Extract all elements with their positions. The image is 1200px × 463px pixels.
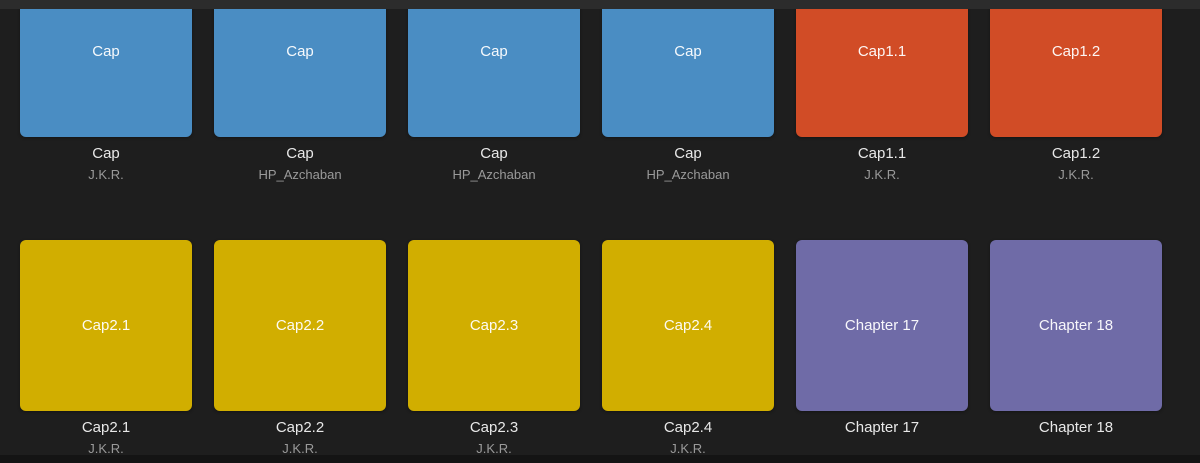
- cover-title: Cap2.3: [469, 316, 519, 334]
- media-card-cover[interactable]: Cap: [214, 0, 386, 137]
- media-card-caption[interactable]: Chapter 18: [1038, 419, 1114, 436]
- media-card: Cap Cap HP_Azchaban: [408, 0, 580, 183]
- media-card-subtitle[interactable]: J.K.R.: [670, 441, 706, 456]
- media-card: Cap2.1 Cap2.1 J.K.R.: [20, 240, 192, 457]
- media-card: Cap1.2 Cap1.2 J.K.R.: [990, 0, 1162, 183]
- media-card-cover[interactable]: Chapter 18: [990, 240, 1162, 411]
- media-card: Chapter 17 Chapter 17: [796, 240, 968, 457]
- media-card-caption[interactable]: Cap2.3: [469, 419, 519, 436]
- media-card-cover[interactable]: Cap2.2: [214, 240, 386, 411]
- media-card-subtitle[interactable]: J.K.R.: [88, 441, 124, 456]
- media-card-subtitle[interactable]: J.K.R.: [282, 441, 318, 456]
- media-card-cover[interactable]: Chapter 17: [796, 240, 968, 411]
- media-card: Cap2.2 Cap2.2 J.K.R.: [214, 240, 386, 457]
- top-bar: [0, 0, 1200, 9]
- media-card-subtitle[interactable]: HP_Azchaban: [258, 167, 342, 182]
- media-card-subtitle[interactable]: HP_Azchaban: [452, 167, 536, 182]
- media-card-caption[interactable]: Cap2.1: [81, 419, 131, 436]
- media-card-subtitle[interactable]: J.K.R.: [1058, 167, 1094, 182]
- media-card-subtitle[interactable]: HP_Azchaban: [646, 167, 730, 182]
- media-card: Cap1.1 Cap1.1 J.K.R.: [796, 0, 968, 183]
- media-card-caption[interactable]: Cap1.2: [1051, 145, 1101, 162]
- cover-title: Cap2.2: [275, 316, 325, 334]
- media-card-caption[interactable]: Cap: [480, 145, 508, 162]
- cover-title: Cap1.2: [1051, 42, 1101, 60]
- media-card: Cap Cap HP_Azchaban: [602, 0, 774, 183]
- media-card-subtitle[interactable]: J.K.R.: [476, 441, 512, 456]
- media-card-caption[interactable]: Cap2.2: [275, 419, 325, 436]
- media-card-cover[interactable]: Cap: [602, 0, 774, 137]
- media-card-subtitle[interactable]: J.K.R.: [864, 167, 900, 182]
- cover-title: Cap1.1: [857, 42, 907, 60]
- media-card-cover[interactable]: Cap: [20, 0, 192, 137]
- bottom-bar: [0, 455, 1200, 463]
- cover-title: Cap2.4: [663, 316, 713, 334]
- media-card-cover[interactable]: Cap1.1: [796, 0, 968, 137]
- media-card-subtitle[interactable]: J.K.R.: [88, 167, 124, 182]
- media-card: Chapter 18 Chapter 18: [990, 240, 1162, 457]
- cover-title: Cap: [674, 42, 702, 60]
- cover-title: Cap2.1: [81, 316, 131, 334]
- media-card-caption[interactable]: Cap1.1: [857, 145, 907, 162]
- cover-title: Cap: [286, 42, 314, 60]
- media-card: Cap Cap J.K.R.: [20, 0, 192, 183]
- media-card-cover[interactable]: Cap: [408, 0, 580, 137]
- media-card: Cap2.4 Cap2.4 J.K.R.: [602, 240, 774, 457]
- media-card: Cap Cap HP_Azchaban: [214, 0, 386, 183]
- card-row: Cap Cap J.K.R. Cap Cap HP_Azchaban Cap Cap HP_Az…: [20, 0, 1162, 183]
- media-card-caption[interactable]: Chapter 17: [844, 419, 920, 436]
- cover-title: Cap: [480, 42, 508, 60]
- media-card-cover[interactable]: Cap1.2: [990, 0, 1162, 137]
- media-card: Cap2.3 Cap2.3 J.K.R.: [408, 240, 580, 457]
- cover-title: Cap: [92, 42, 120, 60]
- media-card-caption[interactable]: Cap: [674, 145, 702, 162]
- cover-title: Chapter 18: [1038, 316, 1114, 334]
- card-row: Cap2.1 Cap2.1 J.K.R. Cap2.2 Cap2.2 J.K.R. Cap2…: [20, 240, 1162, 457]
- media-card-caption[interactable]: Cap: [92, 145, 120, 162]
- media-card-cover[interactable]: Cap2.4: [602, 240, 774, 411]
- media-card-cover[interactable]: Cap2.1: [20, 240, 192, 411]
- cover-title: Chapter 17: [844, 316, 920, 334]
- media-card-caption[interactable]: Cap: [286, 145, 314, 162]
- media-card-caption[interactable]: Cap2.4: [663, 419, 713, 436]
- media-card-cover[interactable]: Cap2.3: [408, 240, 580, 411]
